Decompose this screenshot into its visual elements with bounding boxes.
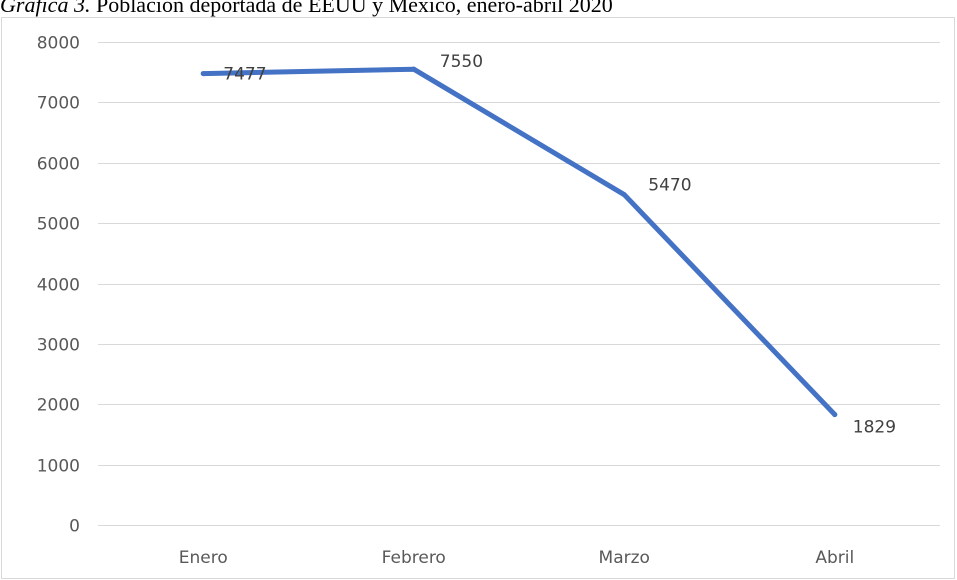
x-axis-tick-labels: Enero Febrero Marzo Abril — [179, 548, 854, 568]
x-tick-label-abril: Abril — [815, 548, 854, 568]
x-tick-label-febrero: Febrero — [382, 548, 446, 568]
y-tick-label-6000: 6000 — [37, 155, 80, 175]
data-label-febrero: 7550 — [440, 52, 483, 72]
data-point-marzo — [621, 192, 627, 198]
chart-area — [1, 17, 955, 579]
data-label-abril: 1829 — [853, 418, 896, 438]
y-tick-label-1000: 1000 — [37, 457, 80, 477]
x-tick-label-enero: Enero — [179, 548, 228, 568]
data-label-marzo: 5470 — [648, 176, 691, 196]
series-line-0 — [200, 66, 838, 418]
y-tick-label-8000: 8000 — [37, 34, 80, 54]
y-tick-label-0: 0 — [69, 517, 80, 537]
y-tick-label-4000: 4000 — [37, 276, 80, 296]
data-point-enero — [200, 71, 206, 77]
y-tick-label-5000: 5000 — [37, 215, 80, 235]
x-tick-label-marzo: Marzo — [599, 548, 650, 568]
data-point-abril — [832, 412, 838, 418]
figure-caption-title: Población deportada de EEUU y México, en… — [90, 0, 613, 17]
data-labels: 7477 7550 5470 1829 — [223, 52, 896, 437]
data-label-enero: 7477 — [223, 65, 266, 85]
figure-caption: Gráfica 3. Población deportada de EEUU y… — [0, 0, 613, 18]
data-point-febrero — [411, 66, 417, 72]
figure-caption-number: Gráfica 3. — [0, 0, 91, 17]
y-tick-label-3000: 3000 — [37, 336, 80, 356]
gridlines — [98, 42, 940, 526]
y-axis-tick-labels: 0 1000 2000 3000 4000 5000 6000 7000 8000 — [37, 34, 80, 537]
y-tick-label-2000: 2000 — [37, 396, 80, 416]
y-tick-label-7000: 7000 — [37, 94, 80, 114]
series-lines — [200, 66, 838, 418]
